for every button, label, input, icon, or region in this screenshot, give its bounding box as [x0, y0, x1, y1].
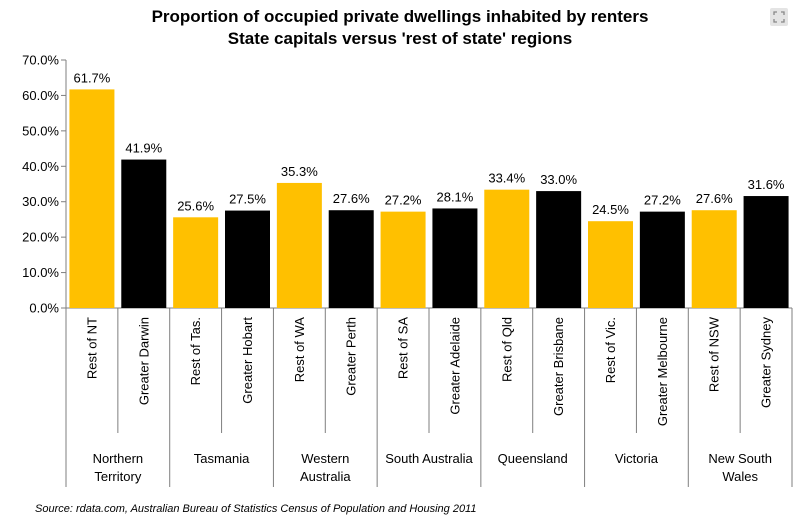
bar — [484, 189, 530, 308]
group-label: Queensland — [498, 451, 568, 466]
category-label: Rest of Vic. — [603, 317, 618, 383]
chart-title: Proportion of occupied private dwellings… — [151, 7, 649, 26]
expand-button[interactable] — [770, 8, 788, 26]
category-label: Rest of NT — [84, 317, 99, 379]
y-tick-label: 20.0% — [22, 230, 59, 245]
y-tick-label: 30.0% — [22, 194, 59, 209]
bar — [173, 217, 219, 308]
bar — [380, 211, 426, 308]
bar — [691, 210, 737, 308]
bar — [536, 191, 582, 308]
data-label: 28.1% — [436, 189, 473, 204]
data-label: 27.2% — [385, 193, 422, 208]
category-label: Rest of WA — [292, 317, 307, 383]
y-tick-label: 10.0% — [22, 265, 59, 280]
group-label: Tasmania — [194, 451, 250, 466]
group-label: South Australia — [385, 451, 473, 466]
data-label: 27.6% — [696, 191, 733, 206]
data-label: 33.0% — [540, 172, 577, 187]
category-label: Greater Hobart — [240, 317, 255, 404]
data-label: 61.7% — [73, 70, 110, 85]
bar — [69, 89, 115, 308]
bar — [588, 221, 633, 308]
bar — [225, 210, 270, 308]
data-label: 27.6% — [333, 191, 370, 206]
category-label: Greater Perth — [344, 317, 359, 396]
y-tick-label: 60.0% — [22, 88, 59, 103]
chart-subtitle: State capitals versus 'rest of state' re… — [227, 29, 573, 48]
group-label: New South Wales — [708, 451, 772, 484]
data-label: 35.3% — [281, 164, 318, 179]
category-label: Rest of NSW — [707, 316, 722, 392]
data-label: 41.9% — [125, 141, 162, 156]
data-label: 25.6% — [177, 198, 214, 213]
y-tick-label: 40.0% — [22, 159, 59, 174]
group-label: Northern Territory — [93, 451, 144, 484]
data-label: 33.4% — [488, 171, 525, 186]
category-label: Rest of Qld — [499, 317, 514, 382]
bar — [328, 210, 374, 308]
category-label: Rest of Tas. — [188, 317, 203, 385]
source-note: Source: rdata.com, Australian Bureau of … — [35, 503, 477, 515]
category-label: Greater Brisbane — [551, 317, 566, 416]
y-tick-label: 50.0% — [22, 123, 59, 138]
bar — [121, 159, 167, 308]
bar — [276, 182, 322, 308]
category-label: Greater Adelaide — [447, 317, 462, 415]
y-tick-label: 70.0% — [22, 53, 59, 68]
category-label: Greater Sydney — [759, 317, 774, 409]
y-tick-label: 0.0% — [29, 301, 59, 316]
data-label: 24.5% — [592, 202, 629, 217]
data-label: 27.2% — [644, 193, 681, 208]
group-label: Victoria — [615, 451, 659, 466]
category-label: Greater Darwin — [136, 317, 151, 405]
data-label: 27.5% — [229, 192, 266, 207]
category-label: Greater Melbourne — [655, 317, 670, 426]
category-label: Rest of SA — [396, 317, 411, 379]
bar — [432, 208, 478, 308]
expand-icon — [773, 11, 785, 23]
data-label: 31.6% — [748, 177, 785, 192]
bar — [743, 196, 789, 308]
bar — [639, 211, 685, 308]
group-label: Western Australia — [300, 451, 351, 484]
